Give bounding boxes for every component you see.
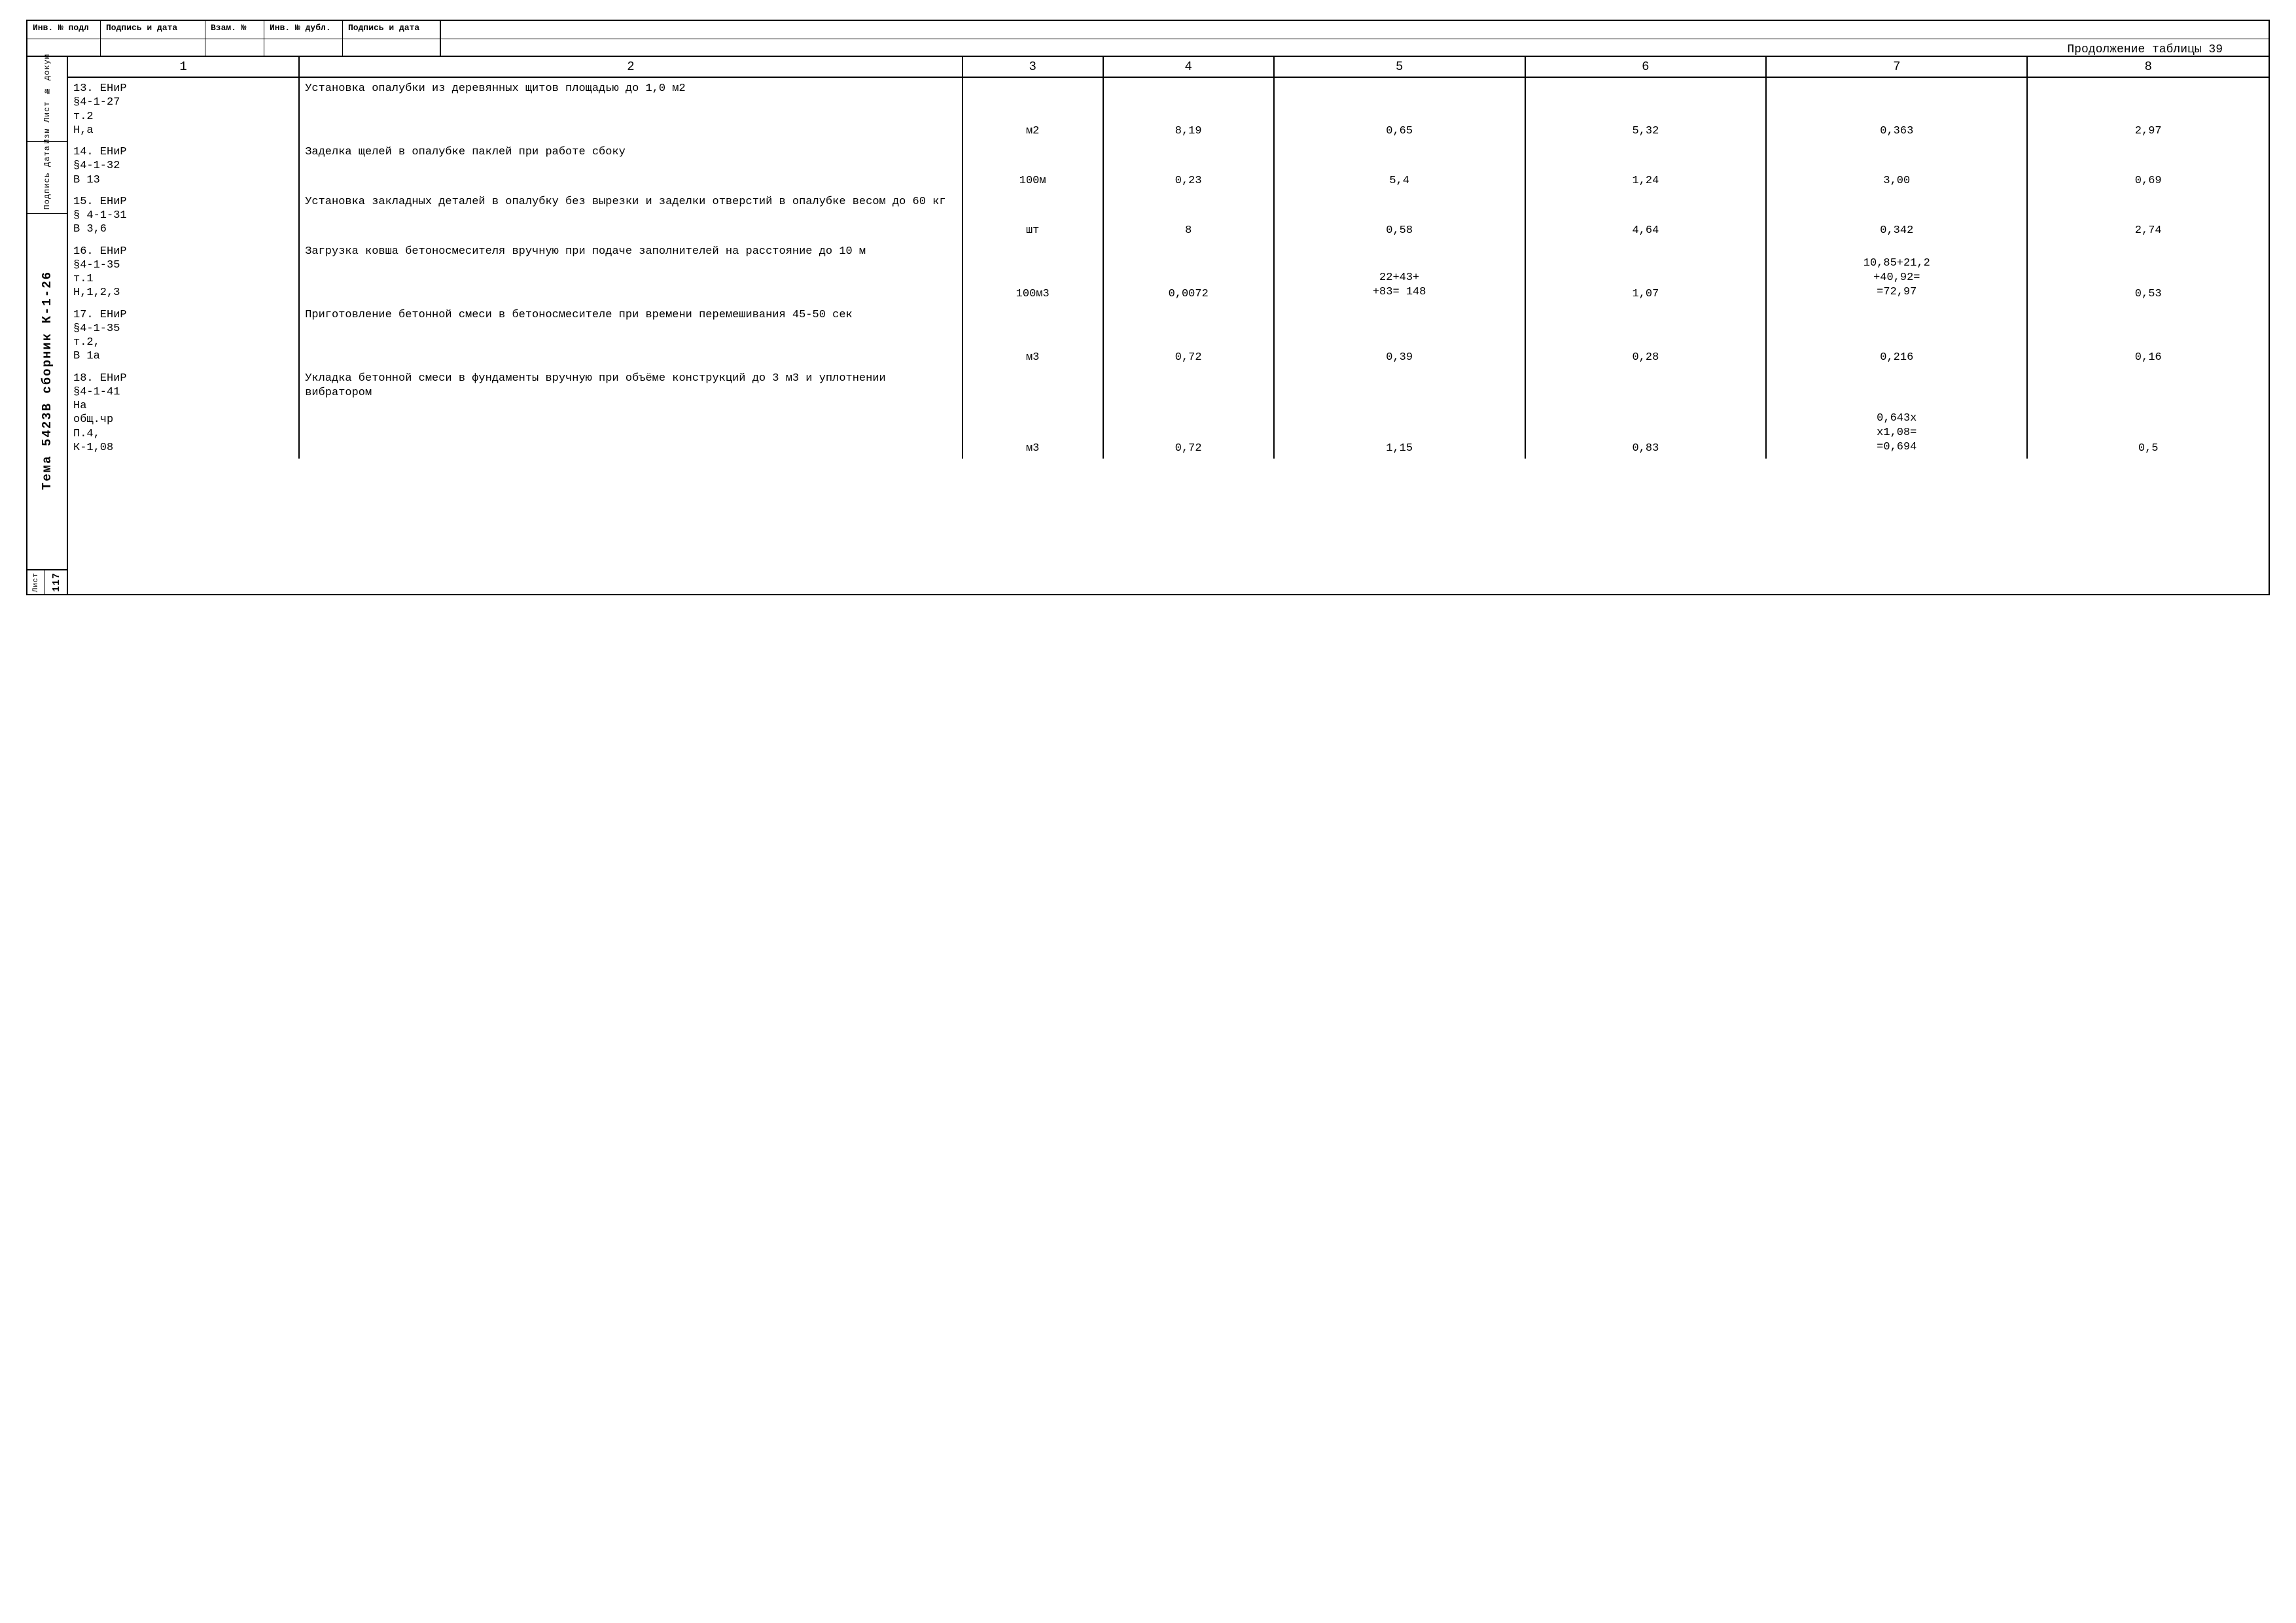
row-v5: 0,65 [1274, 77, 1525, 141]
col-4: 4 [1103, 57, 1274, 77]
hdr-inv-podl: Инв. № подл [27, 21, 101, 39]
row-v4: 8,19 [1103, 77, 1274, 141]
col-8: 8 [2027, 57, 2269, 77]
row-v8: 0,53 [2027, 241, 2269, 304]
row-v4: 0,23 [1103, 141, 1274, 191]
table-row: 14. ЕНиР §4-1-32 В 13 Заделка щелей в оп… [68, 141, 2269, 191]
row-code: 15. ЕНиР § 4-1-31 В 3,6 [68, 191, 299, 241]
table-row: 18. ЕНиР §4-1-41 На общ.чр П.4, К-1,08 У… [68, 368, 2269, 459]
row-unit: м2 [963, 77, 1103, 141]
row-v6: 1,07 [1525, 241, 1767, 304]
row-v8: 2,74 [2027, 191, 2269, 241]
table-row: 15. ЕНиР § 4-1-31 В 3,6 Установка заклад… [68, 191, 2269, 241]
main-table: 1 2 3 4 5 6 7 8 13. ЕНиР §4-1-27 т.2 Н,а… [68, 57, 2269, 459]
col-5: 5 [1274, 57, 1525, 77]
table-row: 16. ЕНиР §4-1-35 т.1 Н,1,2,3 Загрузка ко… [68, 241, 2269, 304]
hdr-sign-date-2: Подпись и дата [343, 21, 441, 39]
row-v8: 0,16 [2027, 304, 2269, 368]
row-code: 17. ЕНиР §4-1-35 т.2, В 1а [68, 304, 299, 368]
row-v8: 0,69 [2027, 141, 2269, 191]
row-unit: м3 [963, 368, 1103, 459]
gutter-3: Тема 5423В сборник К-1-26 [40, 271, 54, 490]
row-code: 18. ЕНиР §4-1-41 На общ.чр П.4, К-1,08 [68, 368, 299, 459]
col-2: 2 [299, 57, 963, 77]
col-1: 1 [68, 57, 299, 77]
table-header-row: 1 2 3 4 5 6 7 8 [68, 57, 2269, 77]
row-v7: 0,342 [1766, 191, 2027, 241]
sheet-label: Лист [32, 572, 40, 592]
hdr-inv-dubl: Инв. № дубл. [264, 21, 343, 39]
row-unit: 100м3 [963, 241, 1103, 304]
row-v4: 0,72 [1103, 368, 1274, 459]
row-v5: 5,4 [1274, 141, 1525, 191]
row-v4: 0,72 [1103, 304, 1274, 368]
row-v6: 4,64 [1525, 191, 1767, 241]
row-desc: Загрузка ковша бетоносмеси­теля вручную … [299, 241, 963, 304]
row-unit: шт [963, 191, 1103, 241]
row-v4: 8 [1103, 191, 1274, 241]
row-desc: Установка опалубки из дере­вянных щитов … [299, 77, 963, 141]
row-v8: 2,97 [2027, 77, 2269, 141]
col-7: 7 [1766, 57, 2027, 77]
row-v6: 0,83 [1525, 368, 1767, 459]
table-row: 13. ЕНиР §4-1-27 т.2 Н,а Установка опалу… [68, 77, 2269, 141]
sheet-box: Лист 117 [27, 569, 68, 594]
col-6: 6 [1525, 57, 1767, 77]
row-code: 13. ЕНиР §4-1-27 т.2 Н,а [68, 77, 299, 141]
main-table-area: 1 2 3 4 5 6 7 8 13. ЕНиР §4-1-27 т.2 Н,а… [68, 57, 2269, 459]
row-v7: 0,643x x1,08= =0,694 [1766, 368, 2027, 459]
row-desc: Укладка бетонной смеси в фундаменты вруч… [299, 368, 963, 459]
sheet-number: 117 [51, 572, 62, 592]
row-v5: 1,15 [1274, 368, 1525, 459]
row-v7: 0,363 [1766, 77, 2027, 141]
page-frame: Инв. № подл Подпись и дата Взам. № Инв. … [26, 20, 2270, 595]
hdr-sign-date-1: Подпись и дата [101, 21, 205, 39]
row-v5: 0,39 [1274, 304, 1525, 368]
row-desc: Приготовление бетонной смеси в бетоносме… [299, 304, 963, 368]
title-block-top: Инв. № подл Подпись и дата Взам. № Инв. … [27, 21, 2269, 57]
row-unit: м3 [963, 304, 1103, 368]
row-v6: 0,28 [1525, 304, 1767, 368]
row-v4: 0,0072 [1103, 241, 1274, 304]
row-v5: 0,58 [1274, 191, 1525, 241]
hdr-vzam: Взам. № [205, 21, 264, 39]
continuation-label: Продолжение таблицы 39 [2067, 43, 2223, 56]
row-v6: 5,32 [1525, 77, 1767, 141]
row-v6: 1,24 [1525, 141, 1767, 191]
row-unit: 100м [963, 141, 1103, 191]
row-v7: 0,216 [1766, 304, 2027, 368]
col-3: 3 [963, 57, 1103, 77]
row-v7: 3,00 [1766, 141, 2027, 191]
gutter-2: Подпись Дата [43, 145, 52, 209]
left-gutter: Изм Лист № докум Подпись Дата Тема 5423В… [27, 57, 68, 594]
row-v5: 22+43+ +83= 148 [1274, 241, 1525, 304]
row-desc: Установка закладных деталей в опалубку б… [299, 191, 963, 241]
gutter-1: Изм Лист № докум [43, 54, 52, 144]
row-desc: Заделка щелей в опалубке паклей при рабо… [299, 141, 963, 191]
row-code: 16. ЕНиР §4-1-35 т.1 Н,1,2,3 [68, 241, 299, 304]
row-code: 14. ЕНиР §4-1-32 В 13 [68, 141, 299, 191]
table-row: 17. ЕНиР §4-1-35 т.2, В 1а Приготовление… [68, 304, 2269, 368]
row-v7: 10,85+21,2 +40,92= =72,97 [1766, 241, 2027, 304]
row-v8: 0,5 [2027, 368, 2269, 459]
